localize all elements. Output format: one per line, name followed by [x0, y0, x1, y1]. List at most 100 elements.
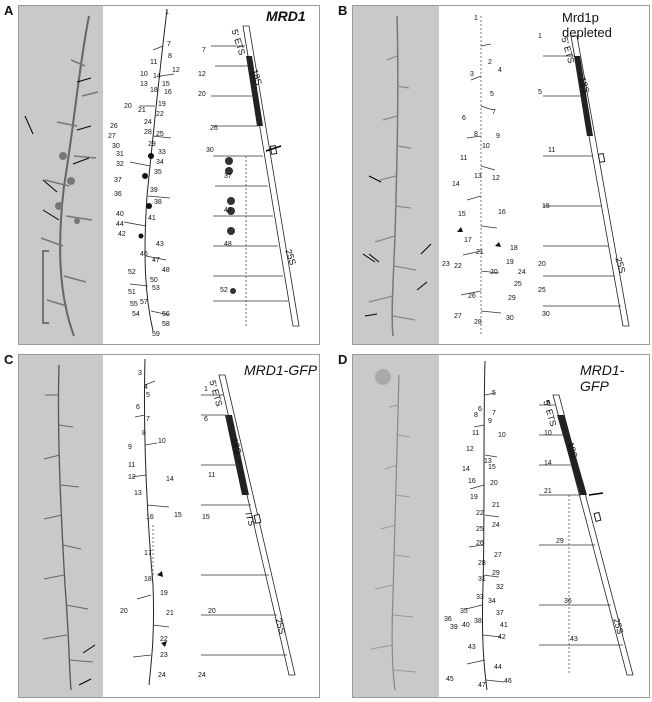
panel-a: 5' ETS 18S 25S: [18, 5, 320, 345]
trace-num-d-8: 12: [466, 446, 474, 453]
panel-letter-b: B: [338, 3, 348, 18]
tracing-d-drawing: [465, 360, 505, 691]
tracing-numbers-c: 3 4 5 6 7 8 9 10 11 12 13 14 15 16 17 18…: [104, 354, 188, 696]
trace-num-d-16: 22: [476, 510, 484, 517]
tracing-c-drawing: [131, 358, 170, 686]
trace-num-b-14: 14: [452, 181, 460, 188]
trace-num-b-2: 2: [488, 59, 492, 66]
schema-numbers-b: 1 5 11 15 20 25 30: [530, 5, 570, 343]
trace-num-d-31: 39: [450, 624, 458, 631]
tracing-b: [441, 6, 527, 344]
trace-num-d-33: 41: [500, 622, 508, 629]
trace-num-b-30: 30: [506, 315, 514, 322]
trace-num-b-23: 23: [442, 261, 450, 268]
trace-num-c-6: 8: [142, 430, 146, 437]
schema-num-c-2: 6: [204, 416, 208, 423]
trace-num-b-28: 28: [474, 319, 482, 326]
schema-num-a-5: 30: [206, 147, 214, 154]
schema-num-a-4: 26: [210, 125, 218, 132]
panel-d-title: MRD1-GFP: [580, 362, 625, 394]
trace-num-a-47: 56: [162, 311, 170, 318]
trace-num-d-1: 5: [492, 390, 496, 397]
trace-num-a-2: 7: [167, 41, 171, 48]
trace-num-a-48: 58: [162, 321, 170, 328]
schema-d: 5' ETS 18S 25S: [529, 355, 649, 697]
trace-num-b-22: 22: [454, 263, 462, 270]
trace-num-a-17: 24: [144, 119, 152, 126]
schema-num-d-7: 43: [570, 636, 578, 643]
trace-num-a-8: 13: [140, 81, 148, 88]
trace-num-d-29: 37: [496, 610, 504, 617]
trace-num-c-4: 6: [136, 404, 140, 411]
panel-a-title: MRD1: [266, 8, 306, 24]
trace-num-a-14: 21: [138, 107, 146, 114]
trace-num-d-22: 29: [492, 570, 500, 577]
trace-num-a-31: 38: [154, 199, 162, 206]
trace-num-d-20: 27: [494, 552, 502, 559]
schema-num-b-6: 25: [538, 287, 546, 294]
schema-num-b-5: 20: [538, 261, 546, 268]
trace-num-d-2: 6: [478, 406, 482, 413]
trace-num-a-7: 14: [153, 73, 161, 80]
tracing-numbers-a: 1 7 8 11 12 10 14 13 15 16 18 19 20 21 2…: [104, 5, 188, 343]
trace-num-b-12: 12: [492, 175, 500, 182]
trace-num-b-15: 15: [458, 211, 466, 218]
trace-num-a-28: 37: [114, 177, 122, 184]
trace-num-a-12: 19: [158, 101, 166, 108]
trace-num-c-14: 16: [146, 514, 154, 521]
trace-num-a-25: 34: [156, 159, 164, 166]
trace-num-a-19: 25: [156, 131, 164, 138]
trace-num-a-49: 59: [152, 331, 160, 338]
trace-num-a-46: 54: [132, 311, 140, 318]
trace-num-c-21: 23: [160, 652, 168, 659]
trace-num-a-6: 10: [140, 71, 148, 78]
schema-num-c-4: 15: [202, 514, 210, 521]
schema-num-c-1: 1: [204, 386, 208, 393]
schema-numbers-a: 7 12 20 26 30 37 42 48 52: [190, 5, 232, 343]
panel-letter-c: C: [4, 352, 14, 367]
micrograph-d: [353, 355, 439, 697]
trace-num-a-20: 28: [144, 129, 152, 136]
trace-num-b-17: 17: [464, 237, 472, 244]
schema-num-d-4: 21: [544, 488, 552, 495]
schema-num-d-6: 36: [564, 598, 572, 605]
trace-num-a-27: 35: [154, 169, 162, 176]
schema-num-d-5: 29: [556, 538, 564, 545]
trace-num-a-10: 16: [164, 89, 172, 96]
trace-num-b-27: 27: [454, 313, 462, 320]
trace-num-c-7: 9: [128, 444, 132, 451]
trace-num-a-24: 31: [116, 151, 124, 158]
trace-num-a-4: 11: [150, 59, 158, 66]
trace-num-a-9: 15: [162, 81, 170, 88]
tracing-d: [441, 355, 527, 697]
trace-num-c-10: 12: [128, 474, 136, 481]
trace-num-c-20: 22: [160, 636, 168, 643]
trace-num-a-3: 8: [168, 53, 172, 60]
trace-num-c-8: 10: [158, 438, 166, 445]
trace-num-a-42: 53: [152, 285, 160, 292]
trace-num-a-35: 42: [118, 231, 126, 238]
trace-num-d-34: 42: [498, 634, 506, 641]
trace-num-b-7: 7: [492, 109, 496, 116]
panel-b-title: Mrd1p depleted: [562, 10, 612, 40]
schema-num-b-7: 30: [542, 311, 550, 318]
trace-num-d-11: 15: [488, 464, 496, 471]
trace-num-a-13: 20: [124, 103, 132, 110]
trace-num-a-26: 32: [116, 161, 124, 168]
tracing-c: [105, 355, 189, 697]
trace-num-d-35: 43: [468, 644, 476, 651]
tracing-a: [105, 6, 189, 344]
trace-num-a-45: 57: [140, 299, 148, 306]
schema-numbers-d: 5 10 14 21 29 36 43: [530, 354, 578, 696]
trace-num-d-4: 8: [474, 412, 478, 419]
trace-num-a-43: 51: [128, 289, 136, 296]
trace-num-a-5: 12: [172, 67, 180, 74]
schema-num-c-5: 20: [208, 608, 216, 615]
trace-num-d-13: 19: [470, 494, 478, 501]
micrograph-c: [19, 355, 103, 697]
trace-num-d-7: 11: [472, 430, 480, 437]
panel-letter-a: A: [4, 3, 14, 18]
trace-num-d-12: 16: [468, 478, 476, 485]
trace-num-a-39: 48: [162, 267, 170, 274]
trace-num-c-15: 17: [144, 550, 152, 557]
